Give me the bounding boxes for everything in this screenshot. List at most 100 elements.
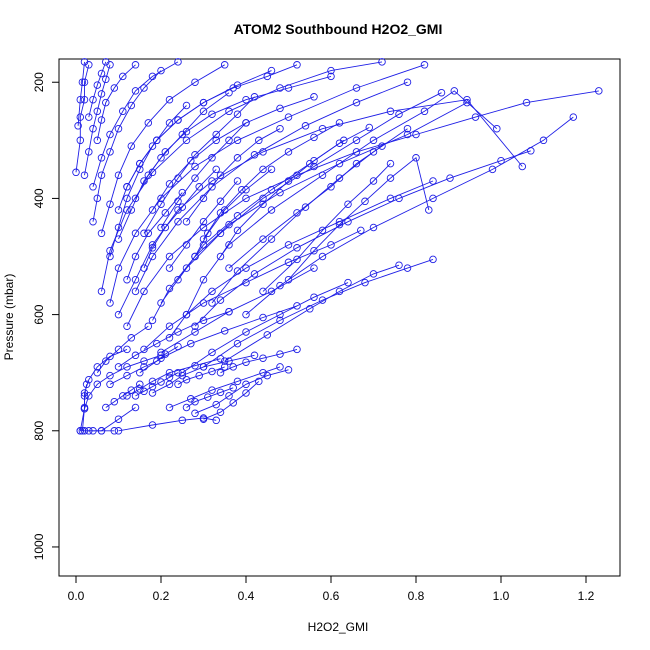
data-point [123,194,131,203]
profile-line [288,157,430,280]
data-point [85,392,93,400]
data-point [114,223,123,232]
data-point [327,241,335,249]
data-point [78,78,87,86]
data-point [242,95,250,104]
x-tick-label: 0.4 [238,589,255,603]
data-point [267,206,276,214]
data-point [148,382,157,391]
profile-line [245,116,574,315]
data-point [106,380,114,389]
data-point [306,305,314,313]
data-point [463,98,471,107]
data-point [238,185,246,194]
data-point [208,177,216,185]
data-point [199,415,208,423]
data-point [267,235,276,243]
data-point [327,72,335,81]
data-point [352,98,361,107]
profile-line [194,169,272,257]
y-tick-label: 800 [32,420,46,440]
data-point [114,206,123,214]
data-point [199,98,208,107]
data-point [293,255,301,264]
data-point [140,387,148,396]
data-point [293,345,301,354]
data-point [182,403,191,412]
data-point [429,177,437,185]
data-point [131,87,140,95]
data-point [157,154,165,162]
data-point [153,136,161,145]
data-point [131,229,140,238]
data-point [386,159,395,168]
profile-line [126,192,183,280]
data-point [242,185,250,194]
data-point [97,427,106,435]
data-point [131,403,140,412]
profile-line [262,163,391,292]
data-point [178,188,187,197]
data-point [276,84,284,92]
data-point [233,110,242,118]
data-point [191,409,199,418]
data-point [76,427,85,435]
data-point [131,351,140,360]
data-point [191,361,199,370]
data-point [123,322,131,330]
data-point [114,427,123,435]
data-point [144,229,153,238]
data-point [148,421,157,429]
data-point [259,354,267,362]
data-point [102,98,110,107]
data-point [233,339,242,348]
data-point [178,203,187,211]
profile-line [84,354,162,409]
profile-line [118,417,217,432]
data-point [131,252,140,261]
data-point [220,357,229,365]
data-point [250,351,259,360]
data-point [76,95,85,104]
data-point [195,371,203,380]
profile-line [88,61,107,118]
data-point [403,264,412,272]
profile-line [169,366,281,408]
data-point [310,156,318,165]
data-point [369,136,378,145]
data-point [136,380,144,389]
data-point [136,368,144,377]
data-point [361,278,369,287]
data-point [267,165,276,174]
data-point [140,264,148,272]
data-point [85,375,93,384]
profile-line [109,105,187,257]
data-point [216,388,225,397]
y-tick-label: 1000 [32,533,46,560]
data-point [208,367,216,376]
data-point [182,101,191,110]
data-point [229,384,237,392]
data-point [165,322,174,330]
data-point [208,299,216,307]
data-point [493,124,501,133]
data-point [106,252,114,261]
data-point [148,244,157,252]
y-tick-label: 400 [32,188,46,208]
data-point [225,136,233,145]
data-point [97,116,106,124]
data-point [106,371,114,380]
data-point [216,296,225,304]
profile-line [126,64,298,188]
data-point [242,389,250,397]
data-point [178,416,187,425]
data-point [212,130,220,139]
data-point [82,380,91,389]
data-point [165,334,174,342]
data-point [212,416,220,425]
data-point [335,119,344,127]
data-point [276,363,284,371]
data-point [395,194,403,203]
data-point [165,180,174,188]
data-point [259,165,267,174]
